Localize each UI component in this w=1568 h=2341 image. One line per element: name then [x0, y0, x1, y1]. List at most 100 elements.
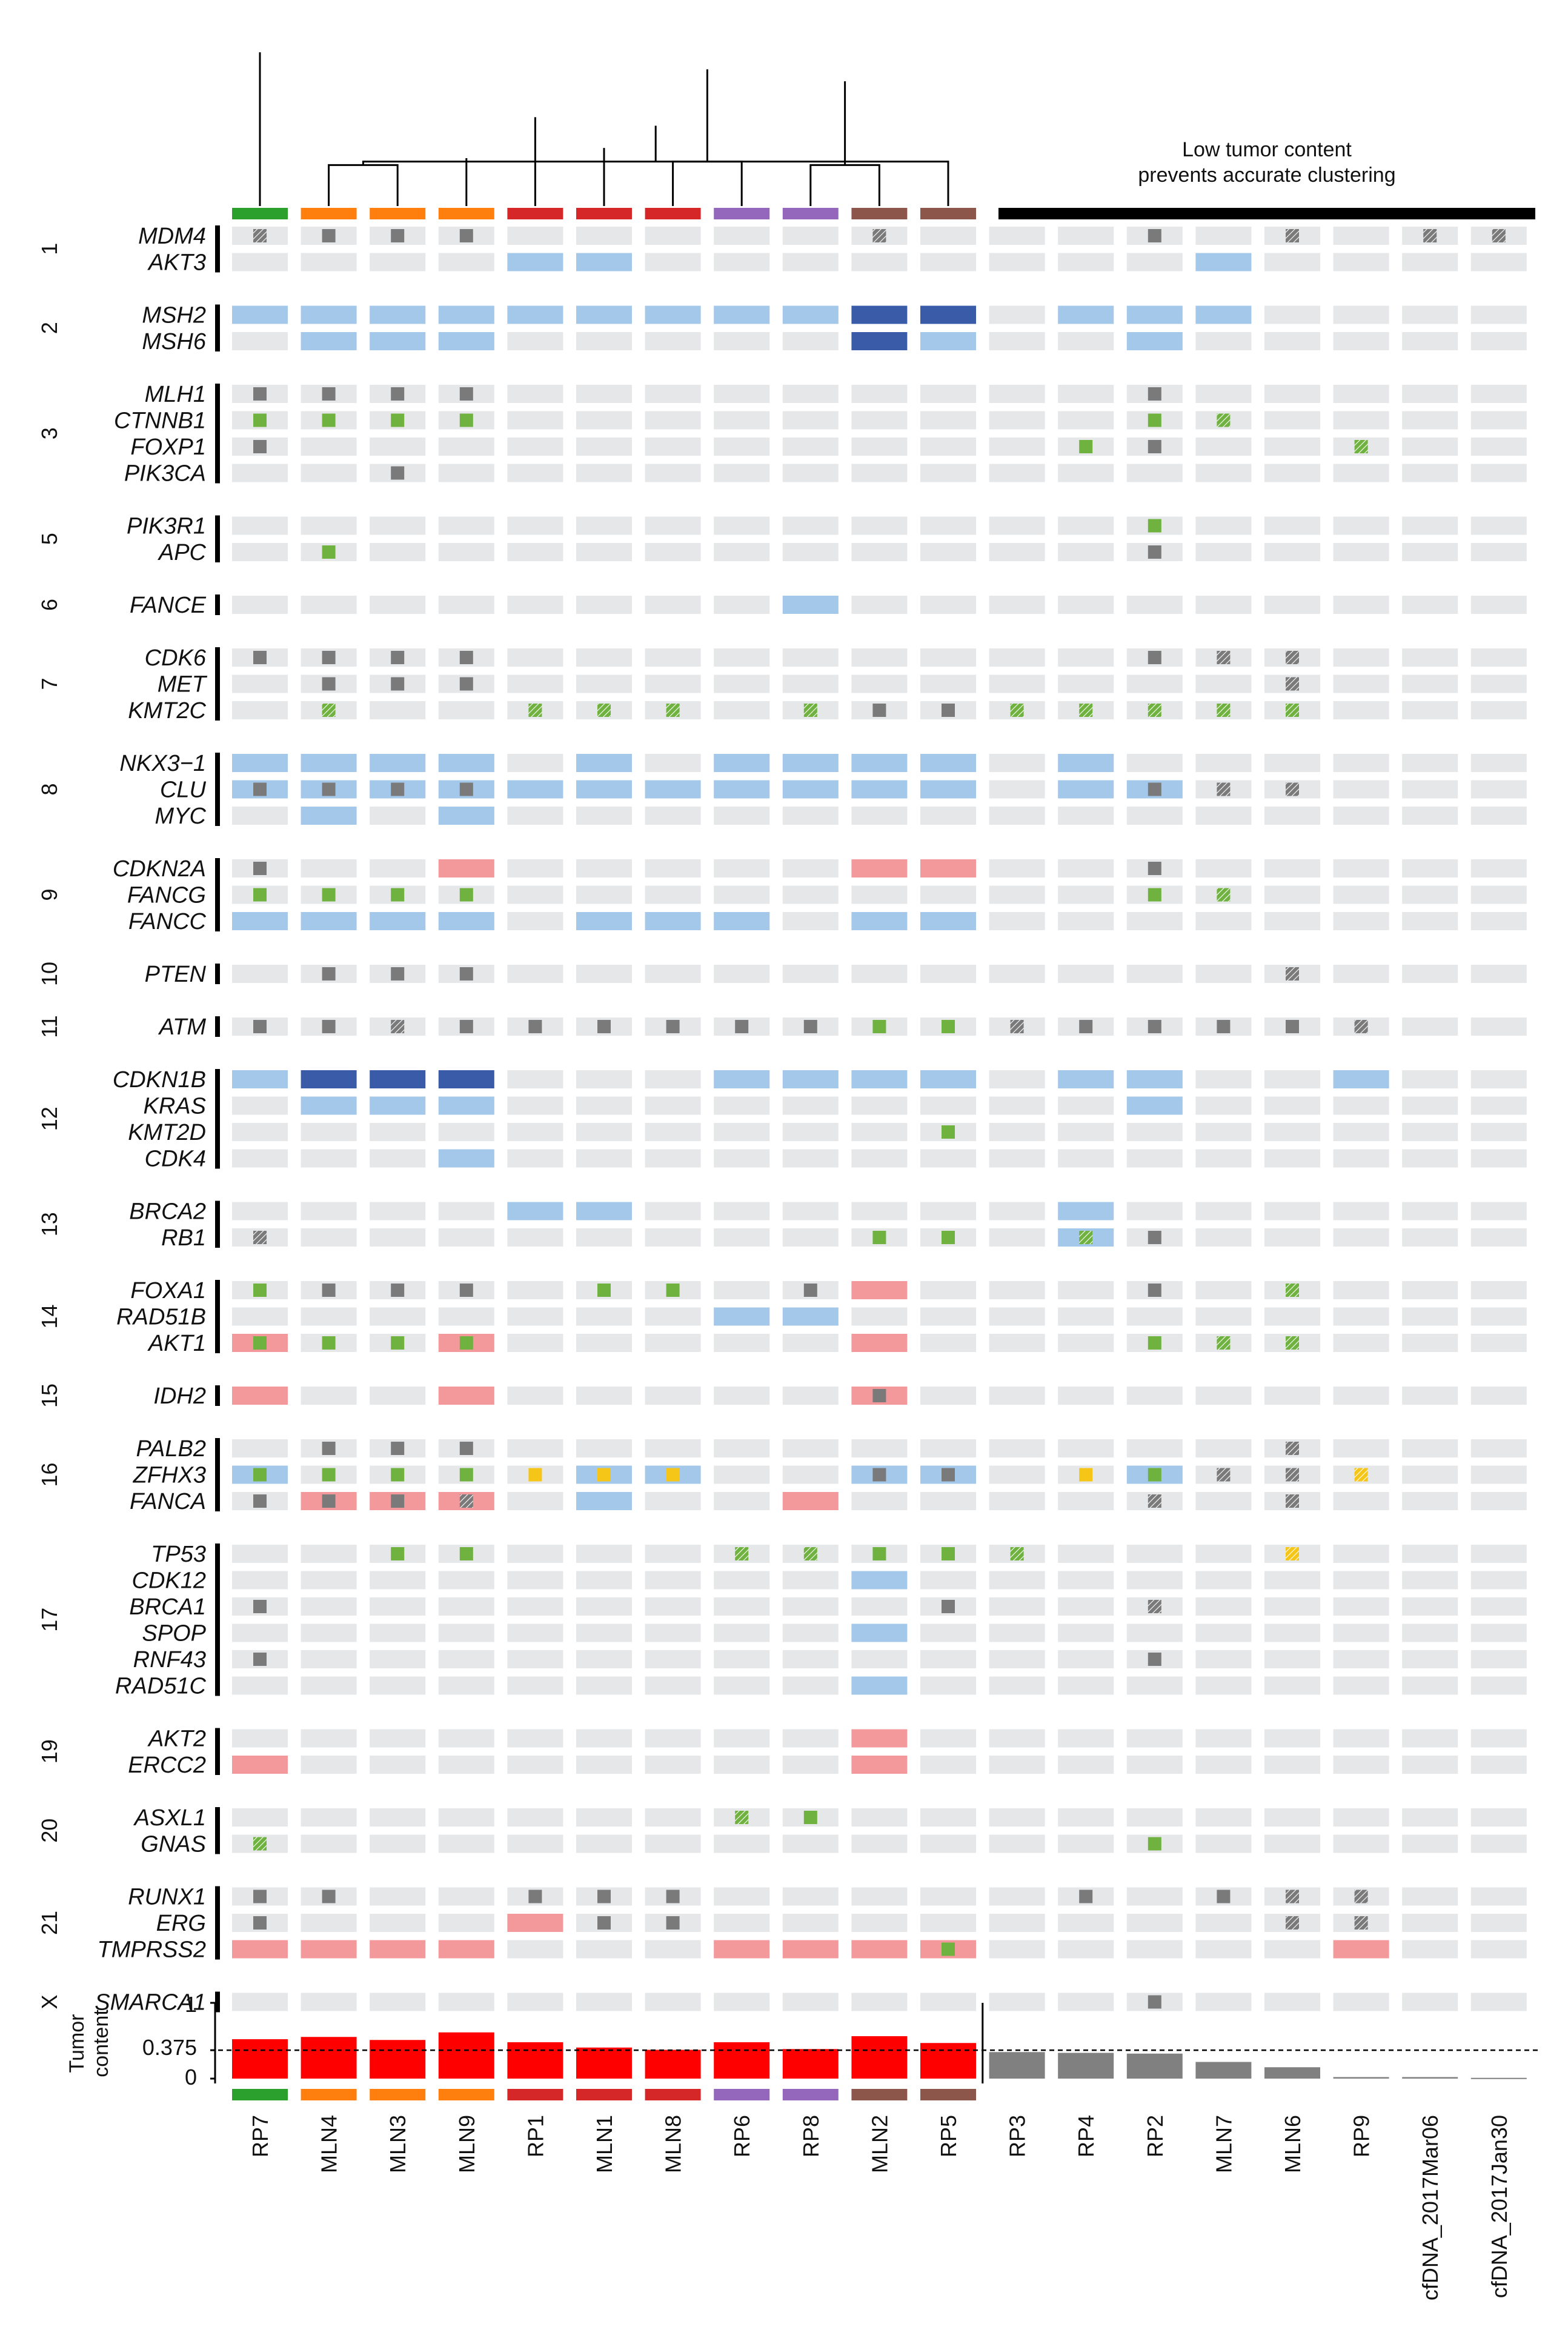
tumor-bar-RP9	[1333, 2077, 1389, 2079]
cell-bg	[438, 1650, 494, 1668]
cell-bg	[507, 1096, 563, 1115]
cell-bg	[1402, 1756, 1458, 1774]
cell-bg	[576, 1729, 632, 1748]
mutation-truncating-subclonal	[1286, 782, 1299, 796]
cell-bg	[1470, 965, 1527, 983]
cell-bg	[438, 1202, 494, 1220]
cell-bg	[507, 807, 563, 825]
cell-bg	[645, 1834, 701, 1853]
cell-bg	[576, 438, 632, 456]
cell-bg	[1333, 596, 1389, 614]
cluster-bar-MLN8	[645, 208, 701, 219]
cell-bg	[920, 543, 976, 561]
mutation-truncating-subclonal	[391, 1020, 405, 1033]
cell-bg	[1058, 912, 1114, 930]
tumor-bar-RP3	[989, 2052, 1045, 2079]
cell-bg	[1126, 674, 1183, 693]
cell-bg	[1195, 438, 1252, 456]
mutation-truncating-subclonal	[1286, 1494, 1299, 1508]
cell-loss	[851, 1334, 908, 1352]
cluster-bar-RP8	[782, 208, 839, 219]
cell-bg	[782, 516, 839, 535]
sample-label-RP3: RP3	[1005, 2115, 1030, 2157]
cell-bg	[1264, 1070, 1320, 1088]
cell-bg	[714, 253, 770, 271]
cell-bg	[1195, 1623, 1252, 1642]
gene-row-BRCA2: BRCA2	[129, 1199, 1527, 1225]
sample-label-MLN4: MLN4	[317, 2115, 342, 2173]
mutation-truncating	[666, 1890, 680, 1903]
cluster-bar-MLN2	[851, 208, 908, 219]
chromosome-bracket	[215, 647, 220, 721]
cell-bg	[1058, 1729, 1114, 1748]
cell-bg	[1402, 1597, 1458, 1616]
cell-bg	[301, 438, 357, 456]
cell-bg	[851, 1439, 908, 1457]
cell-bg	[1470, 885, 1527, 904]
cell-bg	[301, 1123, 357, 1141]
cell-bg	[851, 1202, 908, 1220]
cell-bg	[507, 464, 563, 482]
chromosome-bracket	[215, 1385, 220, 1406]
cell-bg	[1264, 912, 1320, 930]
cell-bg	[1333, 1492, 1389, 1510]
mutation-missense-subclonal	[1217, 888, 1231, 902]
cell-bg	[301, 1914, 357, 1932]
cell-gain	[576, 1492, 632, 1510]
cell-gain	[782, 780, 839, 799]
cell-bg	[1126, 965, 1183, 983]
gene-row-MSH2: MSH2	[142, 303, 1527, 328]
cell-gain	[370, 1096, 426, 1115]
mutation-missense	[391, 413, 405, 427]
cell-bg	[1333, 648, 1389, 667]
cluster-bar-bottom-RP8	[782, 2089, 839, 2100]
mutation-inframe	[528, 1468, 542, 1482]
cell-bg	[1402, 780, 1458, 799]
mutation-truncating	[253, 1020, 267, 1033]
cell-bg	[1402, 1993, 1458, 2011]
cell-bg	[851, 674, 908, 693]
cell-bg	[851, 1597, 908, 1616]
gene-row-FANCC: FANCC	[128, 909, 1527, 934]
cell-bg	[714, 385, 770, 403]
cell-bg	[507, 1492, 563, 1510]
cell-bg	[714, 1729, 770, 1748]
gene-label: MLH1	[145, 382, 206, 407]
cell-bg	[645, 1149, 701, 1168]
tumor-ylabel-line2: content	[90, 2010, 113, 2077]
cell-bg	[1402, 305, 1458, 324]
cell-bg	[1333, 1096, 1389, 1115]
cell-bg	[576, 1070, 632, 1088]
cell-gain	[851, 912, 908, 930]
cell-bg	[989, 1623, 1045, 1642]
cell-bg	[1126, 1729, 1183, 1748]
cell-bg	[714, 1202, 770, 1220]
cell-bg	[989, 1597, 1045, 1616]
cell-gain	[507, 253, 563, 271]
chromosome-bracket	[215, 304, 220, 351]
mutation-truncating	[1286, 1020, 1299, 1033]
cell-bg	[1402, 1228, 1458, 1247]
gene-row-GNAS: GNAS	[141, 1832, 1527, 1857]
cell-bg	[782, 912, 839, 930]
cell-bg	[1195, 1808, 1252, 1827]
mutation-truncating	[391, 229, 405, 242]
mutation-missense-subclonal	[1079, 704, 1093, 717]
cell-bg	[989, 1070, 1045, 1088]
cell-bg	[507, 438, 563, 456]
gene-label: FANCA	[130, 1489, 206, 1514]
mutation-missense-subclonal	[1217, 704, 1231, 717]
cell-bg	[438, 1676, 494, 1695]
cell-bg	[1126, 1676, 1183, 1695]
cell-bg	[1195, 1676, 1252, 1695]
mutation-truncating	[872, 1468, 886, 1482]
cell-bg	[1126, 1940, 1183, 1959]
chromosome-label: 16	[37, 1462, 62, 1487]
cell-gain	[576, 754, 632, 772]
mutation-missense	[942, 1942, 955, 1956]
cell-bg	[714, 1650, 770, 1668]
cell-bg	[1195, 516, 1252, 535]
cell-bg	[1402, 1914, 1458, 1932]
mutation-truncating	[391, 1284, 405, 1297]
chromosome-bracket	[215, 964, 220, 984]
